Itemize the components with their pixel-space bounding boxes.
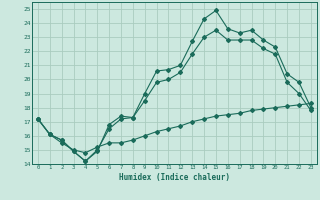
- X-axis label: Humidex (Indice chaleur): Humidex (Indice chaleur): [119, 173, 230, 182]
